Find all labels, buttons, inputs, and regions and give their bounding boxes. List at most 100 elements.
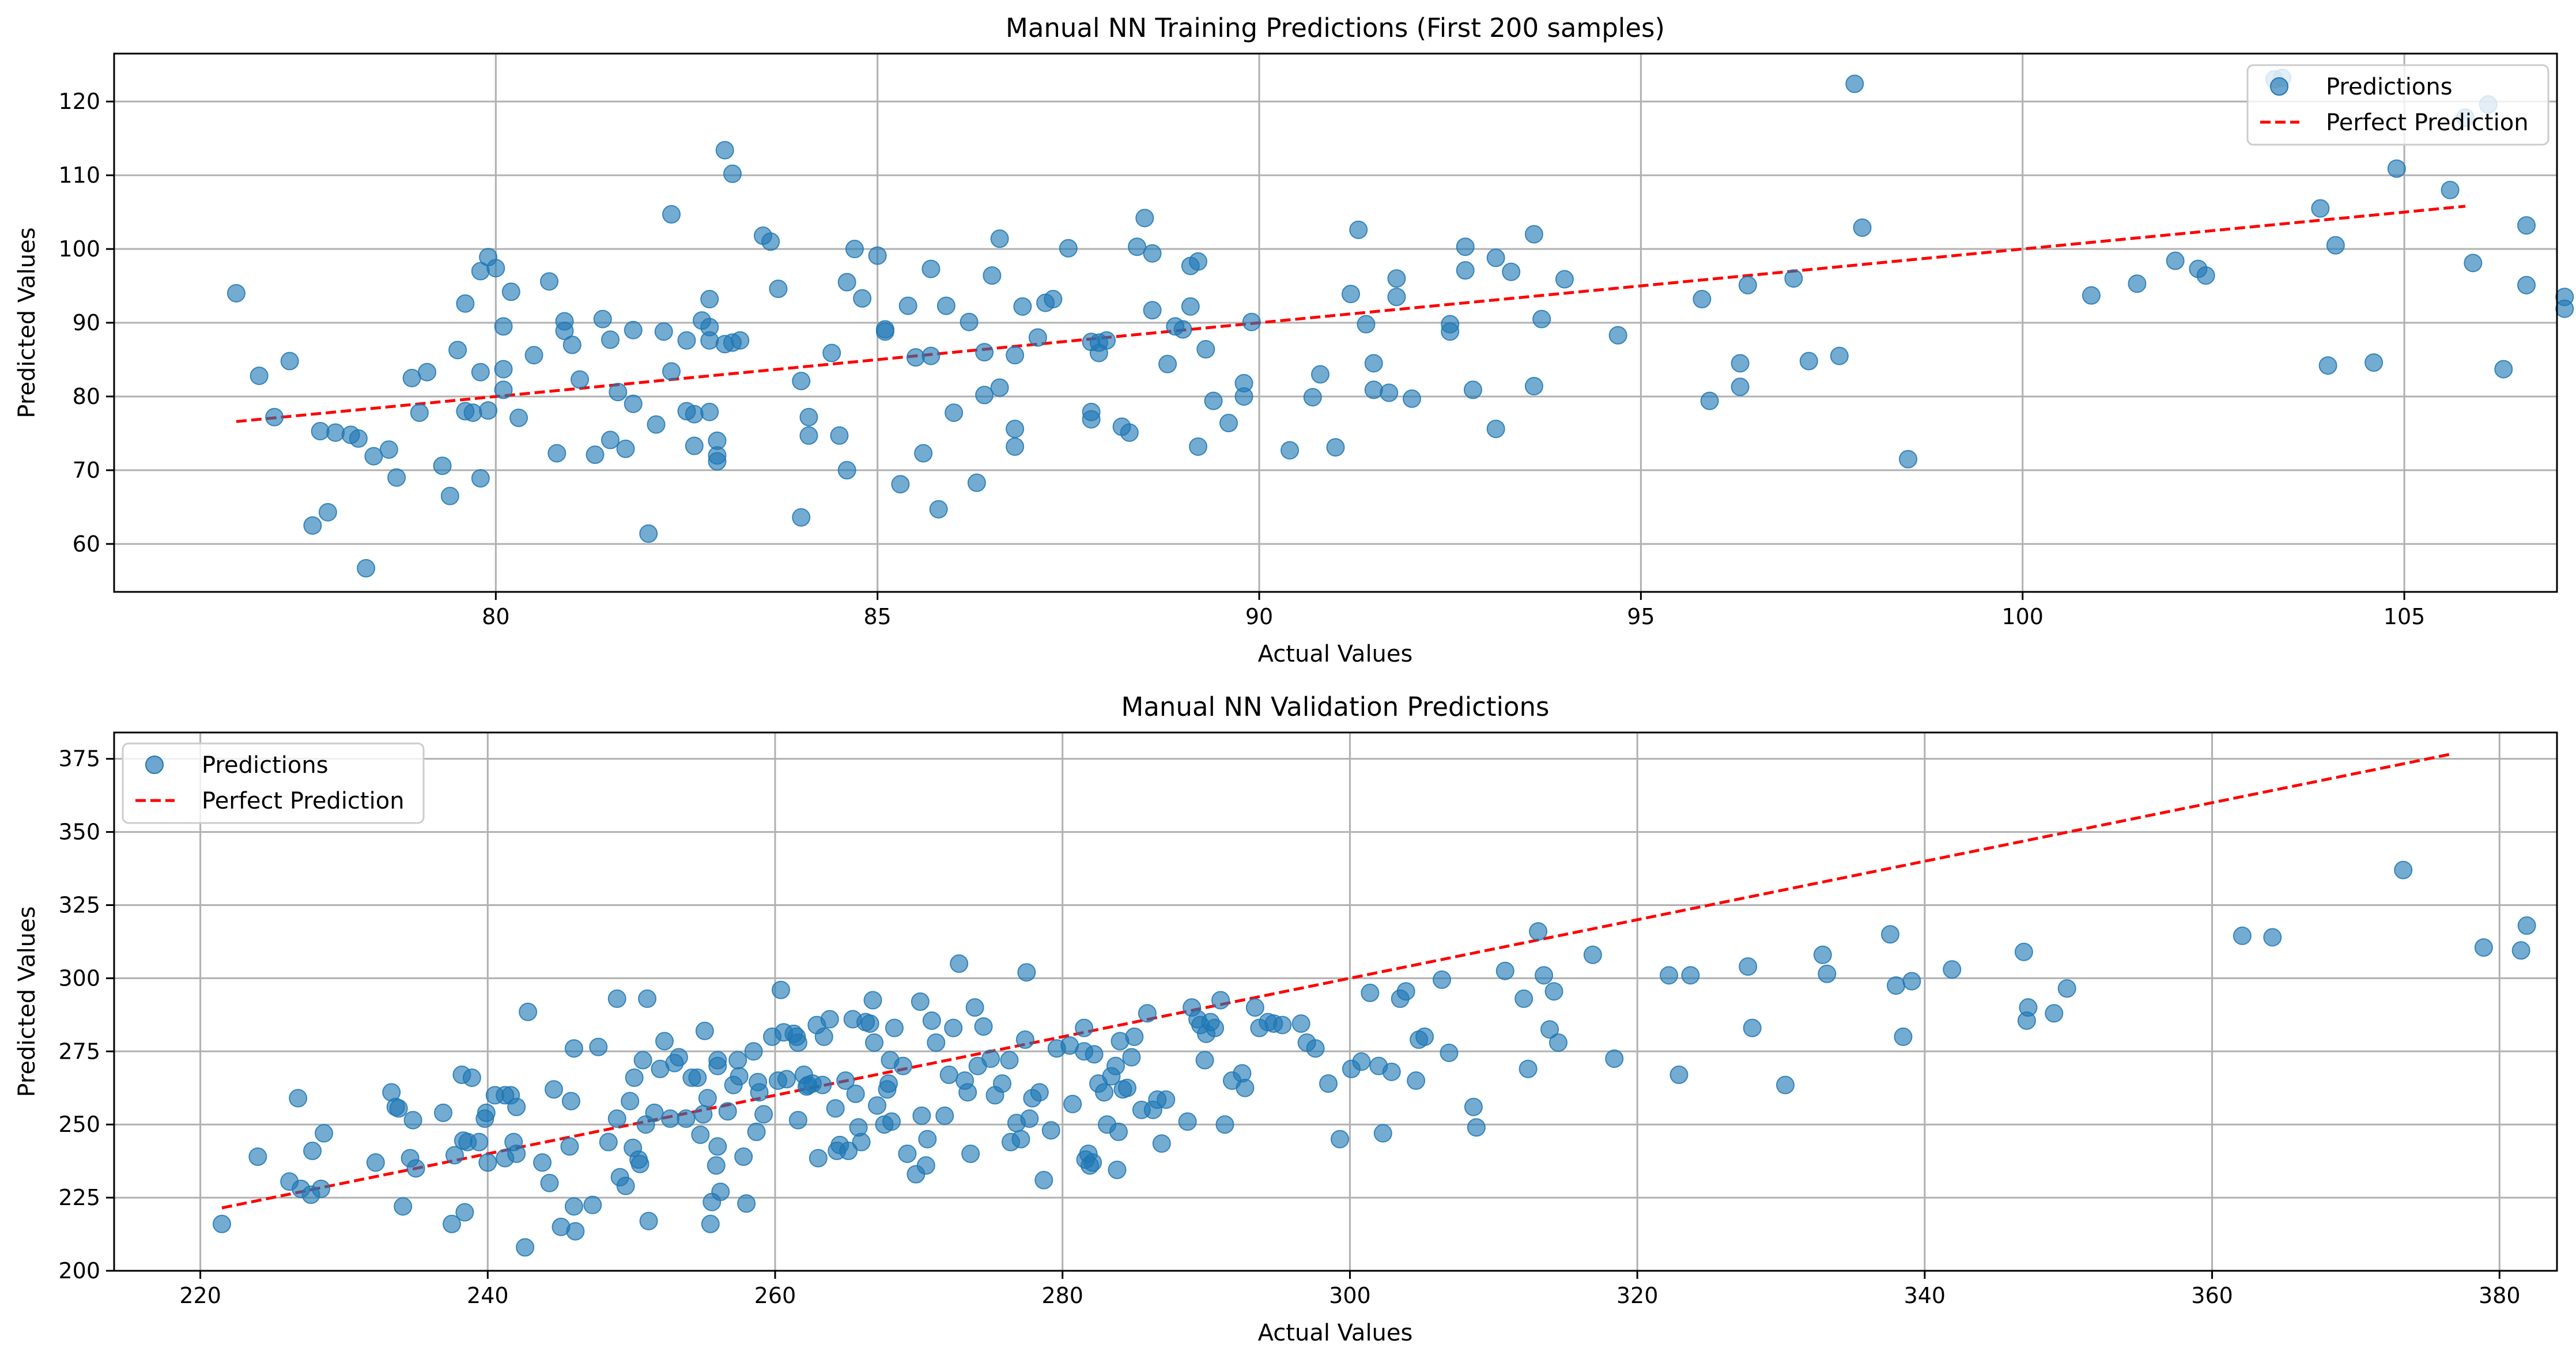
training-prediction-point [326,423,345,442]
validation-prediction-point [303,1141,322,1160]
training-grid [114,54,2557,592]
training-prediction-point [1524,225,1543,244]
validation-prediction-point [540,1173,559,1192]
training-prediction-point [2365,353,2384,372]
training-prediction-point [1311,365,1330,384]
training-prediction-point [2494,360,2513,379]
validation-prediction-point [707,1156,726,1175]
validation-prediction-point [583,1195,602,1214]
validation-prediction-point [1886,976,1905,995]
validation-prediction-point [1041,1121,1060,1140]
training-ytick-label: 110 [58,163,100,188]
training-prediction-point [647,415,666,434]
validation-prediction-point [2263,928,2282,947]
training-prediction-point [280,352,299,371]
training-prediction-point [440,486,459,505]
training-prediction-point [1006,346,1025,365]
validation-prediction-point [826,1099,845,1118]
validation-prediction-point [445,1146,464,1165]
training-prediction-point [990,378,1009,397]
validation-prediction-point [561,1092,580,1111]
validation-prediction-point [777,1070,796,1089]
validation-prediction-point [927,1033,946,1052]
training-prediction-point [967,473,986,492]
training-legend-predictions-label: Predictions [2326,74,2453,100]
validation-prediction-point [1813,945,1832,964]
training-prediction-point [593,309,612,329]
validation-prediction-point [2394,860,2413,879]
training-plot-frame [113,52,2558,593]
training-prediction-point [1402,389,1421,408]
validation-xtick-label: 260 [754,1283,796,1308]
validation-prediction-point [1011,1130,1030,1149]
training-prediction-point [639,524,658,543]
validation-prediction-point [1000,1051,1019,1070]
training-prediction-point [929,500,948,519]
training-prediction-point [1830,346,1849,365]
validation-prediction-point [507,1097,526,1116]
validation-prediction-point [1529,922,1548,941]
training-prediction-point [1341,285,1360,304]
training-ticks: 80 85 90 95 100 105 60 70 80 90 100 110 120 [58,89,2425,629]
training-prediction-point [1456,237,1475,256]
training-prediction-point [2082,286,2101,305]
training-prediction-point [364,447,383,466]
validation-prediction-point [312,1179,331,1198]
training-prediction-point [1143,301,1162,320]
validation-prediction-point [1881,925,1900,944]
training-prediction-point [708,452,727,471]
validation-ytick-label: 225 [58,1185,100,1210]
validation-prediction-point [916,1156,935,1175]
training-prediction-point [1463,380,1482,399]
training-prediction-point [723,333,742,352]
validation-prediction-point [734,1147,753,1166]
validation-prediction-point [1396,982,1415,1001]
validation-prediction-point [1030,1083,1049,1102]
training-legend: Predictions Perfect Prediction [2246,64,2549,146]
validation-prediction-point [944,1018,963,1037]
training-prediction-point [1281,441,1300,460]
training-prediction-point [463,403,482,422]
validation-ticks: 220 240 260 280 300 320 340 360 380 200 225 250 275 3… [58,746,2520,1308]
training-prediction-point [1120,423,1139,442]
training-prediction-point [601,330,620,349]
validation-prediction-point [865,1033,884,1052]
validation-prediction-point [477,1103,496,1122]
training-prediction-point [1784,269,1803,288]
validation-prediction-point [389,1099,408,1118]
training-prediction-point [387,468,406,487]
training-prediction-point [1059,239,1078,258]
training-prediction-point [761,232,780,251]
validation-prediction-point [922,1011,941,1030]
validation-prediction-point [1352,1052,1371,1071]
training-prediction-point [654,322,673,341]
validation-prediction-point [711,1182,730,1201]
validation-xtick-label: 340 [1904,1283,1946,1308]
validation-prediction-point [630,1154,649,1173]
training-prediction-point [318,503,337,522]
training-prediction-point [1349,220,1368,239]
training-prediction-point [555,322,574,341]
training-prediction-point [1486,420,1505,439]
validation-prediction-point [1085,1045,1104,1064]
validation-prediction-point [564,1039,583,1058]
validation-xtick-label: 320 [1616,1283,1659,1308]
training-prediction-point [494,317,513,336]
training-prediction-point [677,331,696,350]
validation-prediction-point [1122,1048,1141,1067]
training-prediction-point [1608,326,1627,345]
training-prediction-point [1158,354,1177,373]
validation-prediction-point [1138,1004,1157,1023]
training-prediction-point [2387,159,2406,178]
training-prediction-point [586,445,605,465]
validation-prediction-point [1440,1043,1459,1062]
validation-prediction-point [507,1144,526,1163]
training-ytick-label: 60 [73,531,100,557]
validation-prediction-point [1776,1075,1795,1094]
training-prediction-point [1128,237,1147,256]
validation-prediction-point [2057,979,2076,998]
training-prediction-point [769,280,788,299]
validation-prediction-point [1020,1109,1039,1128]
validation-prediction-point [638,989,657,1008]
validation-prediction-point [394,1197,413,1216]
